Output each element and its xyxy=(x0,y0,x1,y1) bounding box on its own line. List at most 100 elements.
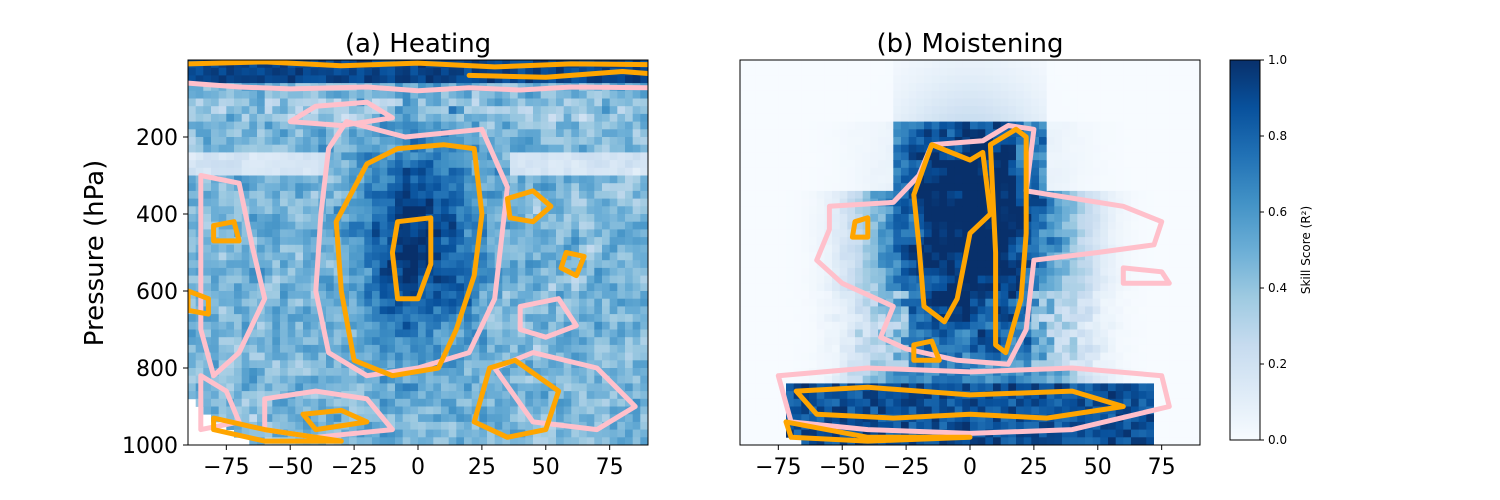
moistening-cell xyxy=(755,60,764,69)
moistening-cell xyxy=(893,314,902,323)
moistening-cell xyxy=(824,106,833,115)
heating-cell xyxy=(249,298,258,307)
heating-cell xyxy=(479,275,488,284)
moistening-cell xyxy=(878,352,887,361)
moistening-cell xyxy=(993,106,1002,115)
moistening-cell xyxy=(985,121,994,130)
heating-cell xyxy=(257,198,266,207)
heating-cell xyxy=(295,321,304,330)
heating-cell xyxy=(456,206,465,215)
moistening-cell xyxy=(916,90,925,99)
heating-cell xyxy=(625,360,634,369)
heating-cell xyxy=(264,214,273,223)
heating-cell xyxy=(303,160,312,169)
moistening-cell xyxy=(931,437,940,445)
heating-cell xyxy=(494,298,503,307)
moistening-cell xyxy=(947,414,956,423)
heating-cell xyxy=(517,137,526,146)
moistening-cell xyxy=(962,90,971,99)
heating-cell xyxy=(218,90,227,99)
moistening-cell xyxy=(832,137,841,146)
moistening-cell xyxy=(1031,190,1040,199)
heating-cell xyxy=(617,244,626,253)
heating-cell xyxy=(510,175,519,184)
heating-cell xyxy=(272,298,281,307)
heating-cell xyxy=(402,221,411,230)
moistening-cell xyxy=(747,183,756,192)
moistening-cell xyxy=(901,267,910,276)
heating-cell xyxy=(272,398,281,407)
moistening-cell xyxy=(931,260,940,269)
heating-cell xyxy=(617,437,626,445)
moistening-cell xyxy=(824,306,833,315)
heating-cell xyxy=(349,375,358,384)
moistening-cell xyxy=(770,221,779,230)
moistening-cell xyxy=(862,360,871,369)
moistening-cell xyxy=(977,167,986,176)
heating-cell xyxy=(218,337,227,346)
heating-cell xyxy=(579,183,588,192)
heating-cell xyxy=(571,121,580,130)
moistening-cell xyxy=(747,175,756,184)
heating-cell xyxy=(418,291,427,300)
heating-cell xyxy=(632,306,641,315)
heating-cell xyxy=(594,106,603,115)
moistening-cell xyxy=(1031,368,1040,377)
heating-cell xyxy=(372,237,381,246)
heating-cell xyxy=(379,137,388,146)
heating-cell xyxy=(264,267,273,276)
heating-cell xyxy=(387,183,396,192)
moistening-cell xyxy=(793,321,802,330)
heating-cell xyxy=(241,129,250,138)
heating-cell xyxy=(257,98,266,107)
heating-cell xyxy=(494,337,503,346)
moistening-cell xyxy=(947,106,956,115)
moistening-cell xyxy=(755,291,764,300)
heating-cell xyxy=(640,283,648,292)
heating-cell xyxy=(533,198,542,207)
heating-cell xyxy=(579,113,588,122)
moistening-cell xyxy=(985,129,994,138)
heating-cell xyxy=(295,229,304,238)
heating-cell xyxy=(387,314,396,323)
moistening-cell xyxy=(809,60,818,69)
heating-cell xyxy=(234,175,243,184)
heating-cell xyxy=(456,198,465,207)
moistening-cell xyxy=(1039,98,1048,107)
moistening-cell xyxy=(809,129,818,138)
heating-cell xyxy=(533,414,542,423)
moistening-cell xyxy=(970,229,979,238)
moistening-cell xyxy=(1023,60,1032,69)
heating-cell xyxy=(617,98,626,107)
heating-cell xyxy=(241,75,250,84)
moistening-cell xyxy=(893,298,902,307)
heating-cell xyxy=(617,298,626,307)
heating-cell xyxy=(257,252,266,261)
heating-cell xyxy=(533,260,542,269)
heating-cell xyxy=(326,298,335,307)
heating-cell xyxy=(303,398,312,407)
moistening-cell xyxy=(870,75,879,84)
heating-cell xyxy=(280,375,289,384)
heating-cell xyxy=(563,214,572,223)
moistening-cell xyxy=(809,375,818,384)
heating-cell xyxy=(333,383,342,392)
moistening-cell xyxy=(977,214,986,223)
moistening-cell xyxy=(870,421,879,430)
moistening-cell xyxy=(747,329,756,338)
heating-cell xyxy=(510,329,519,338)
moistening-cell xyxy=(954,414,963,423)
heating-cell xyxy=(257,267,266,276)
moistening-cell xyxy=(747,368,756,377)
heating-cell xyxy=(479,406,488,415)
heating-cell xyxy=(586,414,595,423)
moistening-cell xyxy=(778,90,787,99)
heating-cell xyxy=(418,337,427,346)
heating-cell xyxy=(349,75,358,84)
heating-cell xyxy=(487,183,496,192)
moistening-cell xyxy=(878,306,887,315)
heating-cell xyxy=(548,67,557,76)
heating-cell xyxy=(410,283,419,292)
moistening-cell xyxy=(916,206,925,215)
moistening-cell xyxy=(878,391,887,400)
